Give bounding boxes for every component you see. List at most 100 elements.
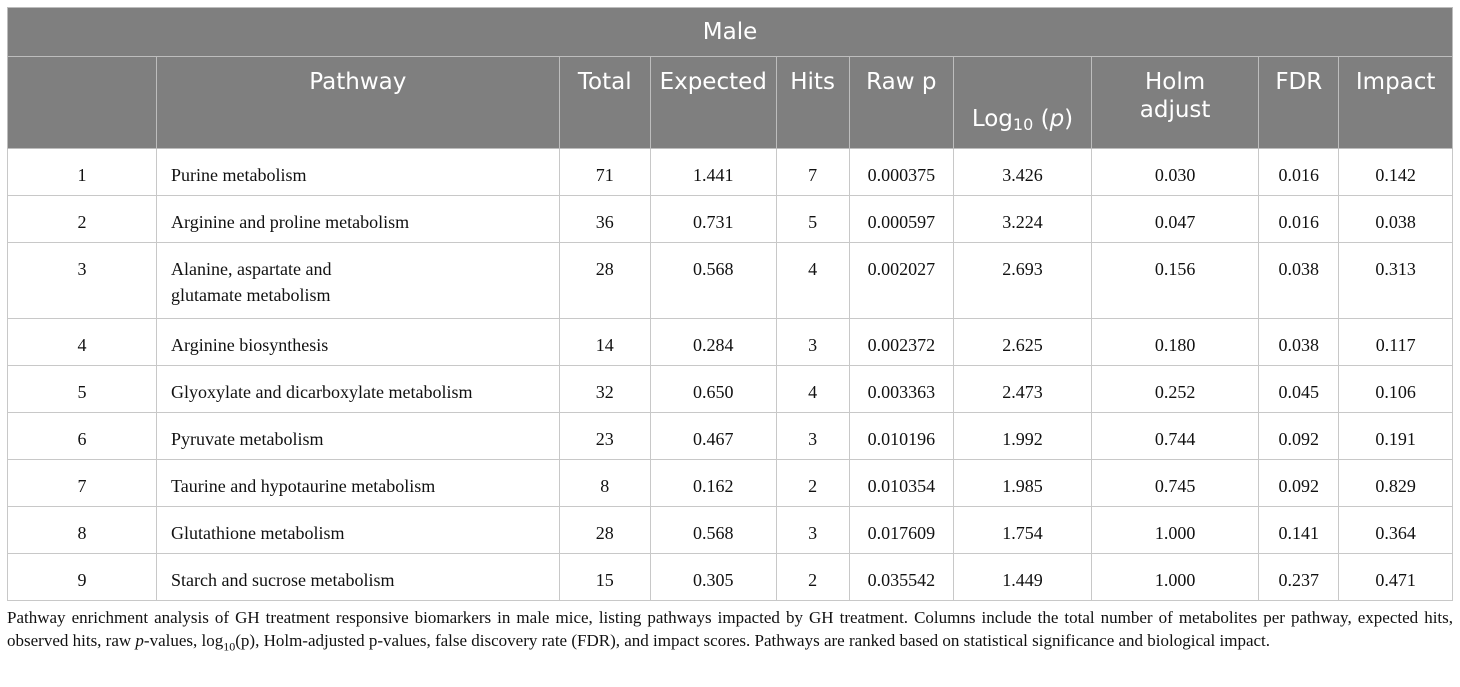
cell-total: 28 [558, 242, 651, 319]
cell-holm: 0.030 [1090, 148, 1260, 196]
table-row: 1 Purine metabolism 71 1.441 7 0.000375 3.426 0… [6, 148, 1453, 196]
pathway-name-line: Starch and sucrose metabolism [171, 570, 395, 590]
cell-raw-p: 0.002372 [848, 318, 955, 366]
cell-hits: 3 [775, 412, 850, 460]
cell-pathway: Glyoxylate and dicarboxylate metabolism [156, 365, 560, 413]
cell-hits: 5 [775, 195, 850, 243]
cell-fdr: 0.038 [1258, 242, 1340, 319]
table-row: 5 Glyoxylate and dicarboxylate metabolism… [6, 365, 1453, 413]
cell-pathway: Arginine and proline metabolism [156, 195, 560, 243]
cell-raw-p: 0.000597 [848, 195, 955, 243]
cell-fdr: 0.045 [1258, 365, 1340, 413]
cell-pathway: Taurine and hypotaurine metabolism [156, 459, 560, 507]
table-row: 2 Arginine and proline metabolism 36 0.731 5… [6, 195, 1453, 243]
header-hits: Hits [775, 56, 850, 149]
header-log-close: ) [1064, 106, 1074, 132]
cell-hits: 3 [775, 506, 850, 554]
cell-fdr: 0.237 [1258, 553, 1340, 601]
header-pathway: Pathway [156, 56, 560, 149]
cell-rank: 2 [6, 195, 158, 243]
table-body: 1 Purine metabolism 71 1.441 7 0.000375 3.426 0… [6, 148, 1453, 601]
cell-log10-p: 3.426 [953, 148, 1092, 196]
cell-log10-p: 1.449 [953, 553, 1092, 601]
cell-hits: 4 [775, 365, 850, 413]
cell-rank: 3 [6, 242, 158, 319]
cell-total: 8 [558, 459, 651, 507]
cell-expected: 0.650 [649, 365, 777, 413]
cell-total: 28 [558, 506, 651, 554]
cell-holm: 0.252 [1090, 365, 1260, 413]
header-rank [6, 56, 158, 149]
cell-holm: 0.744 [1090, 412, 1260, 460]
cell-impact: 0.364 [1338, 506, 1453, 554]
cell-total: 32 [558, 365, 651, 413]
header-holm-adjust: Holm adjust [1090, 56, 1260, 149]
cell-total: 71 [558, 148, 651, 196]
cell-holm: 0.156 [1090, 242, 1260, 319]
cell-holm: 1.000 [1090, 553, 1260, 601]
header-log10-p: Log10 (p) [953, 56, 1092, 149]
cell-pathway: Alanine, aspartate and glutamate metaboli… [156, 242, 560, 319]
cell-rank: 9 [6, 553, 158, 601]
pathway-name-line: Purine metabolism [171, 165, 307, 185]
cell-hits: 7 [775, 148, 850, 196]
table-row: 3 Alanine, aspartate and glutamate metabol… [6, 242, 1453, 319]
header-fdr: FDR [1258, 56, 1340, 149]
cell-impact: 0.142 [1338, 148, 1453, 196]
cell-expected: 0.162 [649, 459, 777, 507]
cell-impact: 0.038 [1338, 195, 1453, 243]
cell-expected: 0.305 [649, 553, 777, 601]
cell-log10-p: 2.473 [953, 365, 1092, 413]
header-holm-line1: Holm [1145, 69, 1206, 95]
caption-part2: -values, log [143, 631, 224, 650]
caption-sub10: 10 [223, 639, 236, 654]
cell-impact: 0.117 [1338, 318, 1453, 366]
cell-impact: 0.191 [1338, 412, 1453, 460]
cell-hits: 4 [775, 242, 850, 319]
table-caption: Pathway enrichment analysis of GH treatm… [7, 606, 1453, 658]
table-row: 8 Glutathione metabolism 28 0.568 3 0.017609 1… [6, 506, 1453, 554]
cell-log10-p: 2.693 [953, 242, 1092, 319]
cell-rank: 1 [6, 148, 158, 196]
header-impact: Impact [1338, 56, 1453, 149]
cell-raw-p: 0.035542 [848, 553, 955, 601]
pathway-name-line: Taurine and hypotaurine metabolism [171, 476, 436, 496]
table-title: Male [7, 7, 1453, 57]
cell-log10-p: 1.992 [953, 412, 1092, 460]
cell-fdr: 0.016 [1258, 148, 1340, 196]
cell-holm: 0.180 [1090, 318, 1260, 366]
cell-fdr: 0.092 [1258, 459, 1340, 507]
header-log-subscript: 10 [1012, 115, 1034, 134]
cell-log10-p: 3.224 [953, 195, 1092, 243]
cell-log10-p: 2.625 [953, 318, 1092, 366]
cell-pathway: Purine metabolism [156, 148, 560, 196]
cell-expected: 1.441 [649, 148, 777, 196]
cell-expected: 0.568 [649, 242, 777, 319]
cell-raw-p: 0.003363 [848, 365, 955, 413]
cell-holm: 0.745 [1090, 459, 1260, 507]
table-row: 6 Pyruvate metabolism 23 0.467 3 0.010196 1.99… [6, 412, 1453, 460]
cell-raw-p: 0.010196 [848, 412, 955, 460]
pathway-name-line: Arginine and proline metabolism [171, 212, 410, 232]
cell-hits: 3 [775, 318, 850, 366]
pathway-name-line: Glutathione metabolism [171, 523, 345, 543]
cell-impact: 0.106 [1338, 365, 1453, 413]
cell-pathway: Glutathione metabolism [156, 506, 560, 554]
pathway-name-line: Glyoxylate and dicarboxylate metabolism [171, 382, 473, 402]
table-container: Male Pathway Total Expected Hits Raw p L… [6, 7, 1453, 601]
caption-italic-p: p [135, 631, 144, 650]
header-raw-p: Raw p [848, 56, 955, 149]
cell-hits: 2 [775, 553, 850, 601]
table-row: 9 Starch and sucrose metabolism 15 0.305 2 0.… [6, 553, 1453, 601]
header-total: Total [558, 56, 651, 149]
cell-raw-p: 0.002027 [848, 242, 955, 319]
table-row: 4 Arginine biosynthesis 14 0.284 3 0.002372 2.… [6, 318, 1453, 366]
pathway-name-line: glutamate metabolism [171, 285, 331, 305]
cell-raw-p: 0.010354 [848, 459, 955, 507]
cell-expected: 0.568 [649, 506, 777, 554]
cell-holm: 0.047 [1090, 195, 1260, 243]
cell-total: 15 [558, 553, 651, 601]
cell-expected: 0.467 [649, 412, 777, 460]
header-log-prefix: Log [971, 106, 1013, 132]
cell-fdr: 0.016 [1258, 195, 1340, 243]
